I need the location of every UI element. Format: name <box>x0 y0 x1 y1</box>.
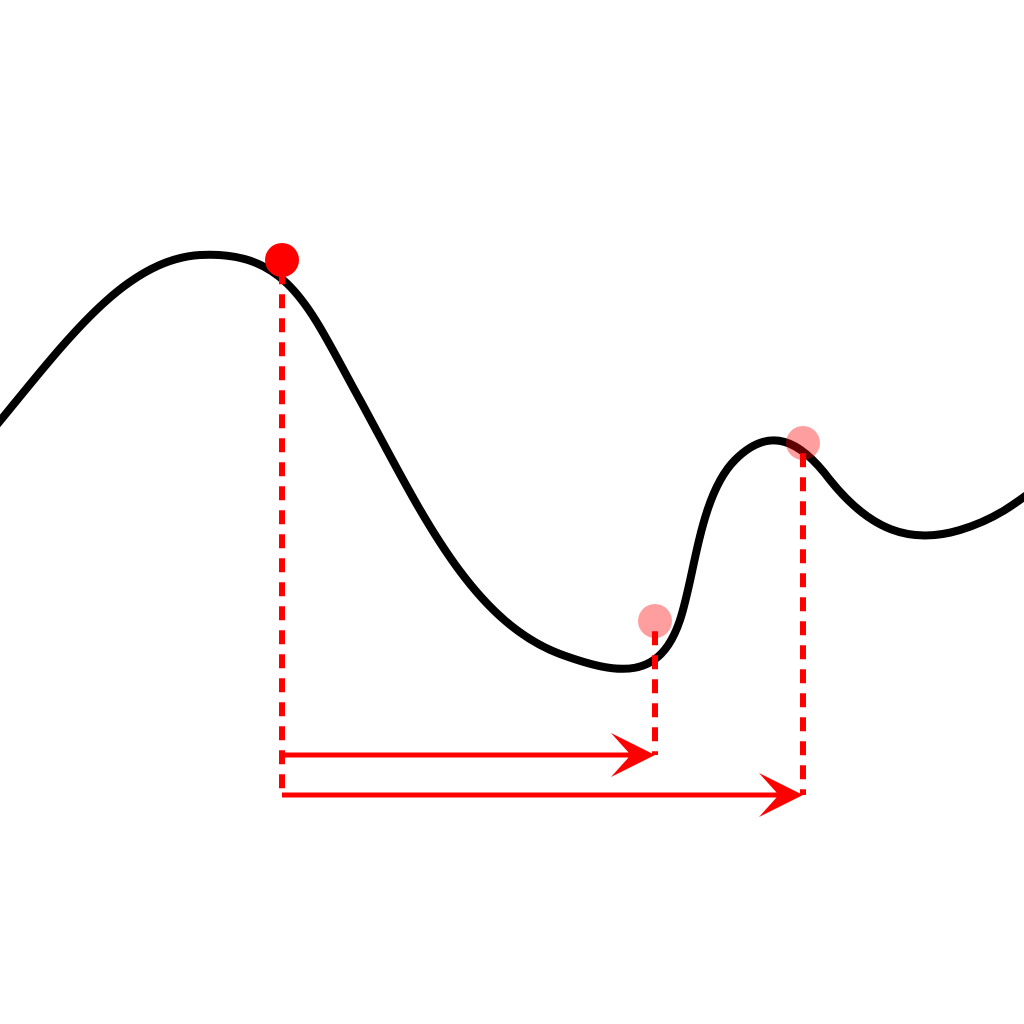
peak-point <box>786 426 820 460</box>
valley-point <box>638 604 672 638</box>
start-point <box>265 243 299 277</box>
curve <box>0 255 1024 669</box>
